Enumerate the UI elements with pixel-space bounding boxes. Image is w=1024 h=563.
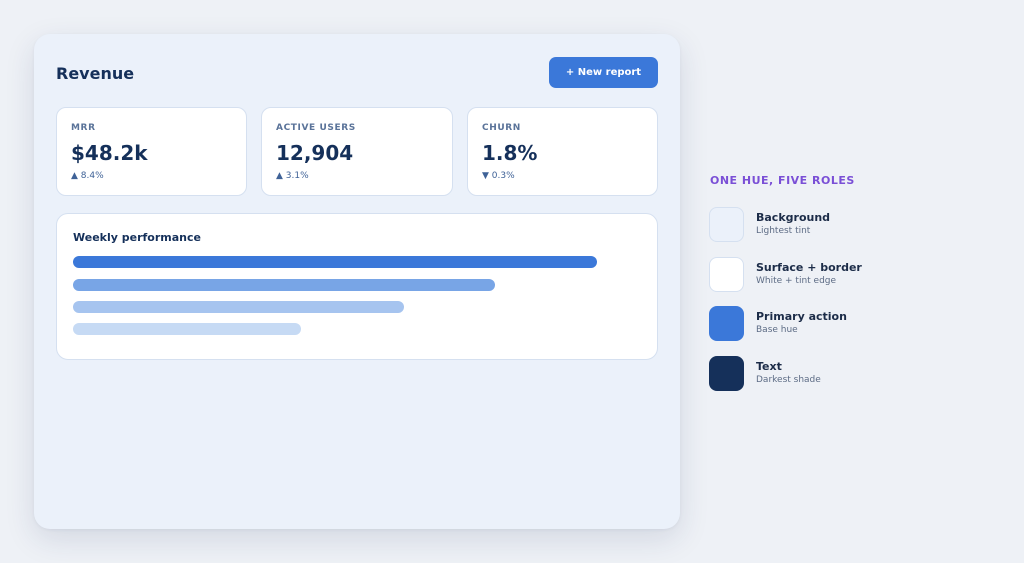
role-title: Background <box>756 211 831 224</box>
metric-card-mrr: MRR $48.2k ▲ 8.4% <box>56 107 247 196</box>
metric-delta: ▲ 8.4% <box>71 171 104 181</box>
role-subtitle: Lightest tint <box>756 226 811 236</box>
metric-card-active-users: ACTIVE USERS 12,904 ▲ 3.1% <box>261 107 453 196</box>
metric-card-churn: CHURN 1.8% ▼ 0.3% <box>467 107 658 196</box>
role-background: Background Lightest tint <box>709 207 909 243</box>
role-surface-border: Surface + border White + tint edge <box>709 257 909 293</box>
performance-bar <box>73 279 495 291</box>
role-subtitle: Darkest shade <box>756 375 821 385</box>
legend-heading: ONE HUE, FIVE ROLES <box>710 174 855 187</box>
role-subtitle: Base hue <box>756 325 798 335</box>
role-title: Text <box>756 360 782 373</box>
role-title: Surface + border <box>756 261 862 274</box>
role-subtitle: White + tint edge <box>756 276 837 286</box>
role-primary-action: Primary action Base hue <box>709 306 909 342</box>
performance-bar <box>73 323 301 335</box>
performance-bar <box>73 301 404 313</box>
color-swatch <box>709 257 744 292</box>
metric-label: CHURN <box>482 123 521 133</box>
metric-delta: ▲ 3.1% <box>276 171 309 181</box>
weekly-performance-card: Weekly performance <box>56 213 658 360</box>
dashboard-card: Revenue + New report MRR $48.2k ▲ 8.4% A… <box>34 34 680 529</box>
metric-delta: ▼ 0.3% <box>482 171 515 181</box>
role-text: Text Darkest shade <box>709 356 909 392</box>
metric-label: MRR <box>71 123 96 133</box>
performance-bar <box>73 256 597 268</box>
metric-value: 12,904 <box>276 141 354 165</box>
performance-title: Weekly performance <box>73 231 201 244</box>
color-swatch <box>709 356 744 391</box>
page-title: Revenue <box>56 64 135 83</box>
new-report-button[interactable]: + New report <box>549 57 658 88</box>
metric-value: $48.2k <box>71 141 148 165</box>
metric-value: 1.8% <box>482 141 538 165</box>
role-title: Primary action <box>756 310 847 323</box>
color-swatch <box>709 306 744 341</box>
color-swatch <box>709 207 744 242</box>
metric-label: ACTIVE USERS <box>276 123 356 133</box>
